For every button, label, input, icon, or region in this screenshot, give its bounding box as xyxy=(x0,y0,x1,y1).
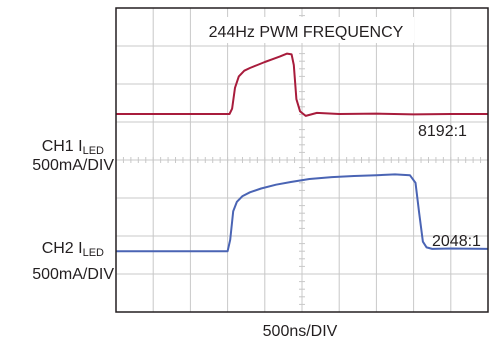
ch1-scale-label: 500mA/DIV xyxy=(32,157,114,174)
title-background xyxy=(198,17,414,43)
ch2-channel-name: CH2 I xyxy=(42,240,83,257)
chart-title: 244Hz PWM FREQUENCY xyxy=(209,24,404,41)
grid xyxy=(116,8,488,312)
ch2-scale-label: 500mA/DIV xyxy=(32,266,114,283)
ch1-channel-name: CH1 I xyxy=(42,138,83,155)
ch2-ratio-label: 2048:1 xyxy=(432,233,481,250)
ch2-channel-subscript: LED xyxy=(83,247,104,259)
ch1-channel-label: CH1 ILED xyxy=(42,138,104,157)
trace-ch2 xyxy=(116,173,489,253)
x-axis-label: 500ns/DIV xyxy=(263,323,338,340)
ch1-channel-subscript: LED xyxy=(83,145,104,157)
traces xyxy=(116,52,489,253)
ch1-ratio-label: 8192:1 xyxy=(418,123,467,140)
plot-frame xyxy=(115,7,489,313)
trace-ch1 xyxy=(116,52,488,117)
ch2-channel-label: CH2 ILED xyxy=(42,240,104,259)
